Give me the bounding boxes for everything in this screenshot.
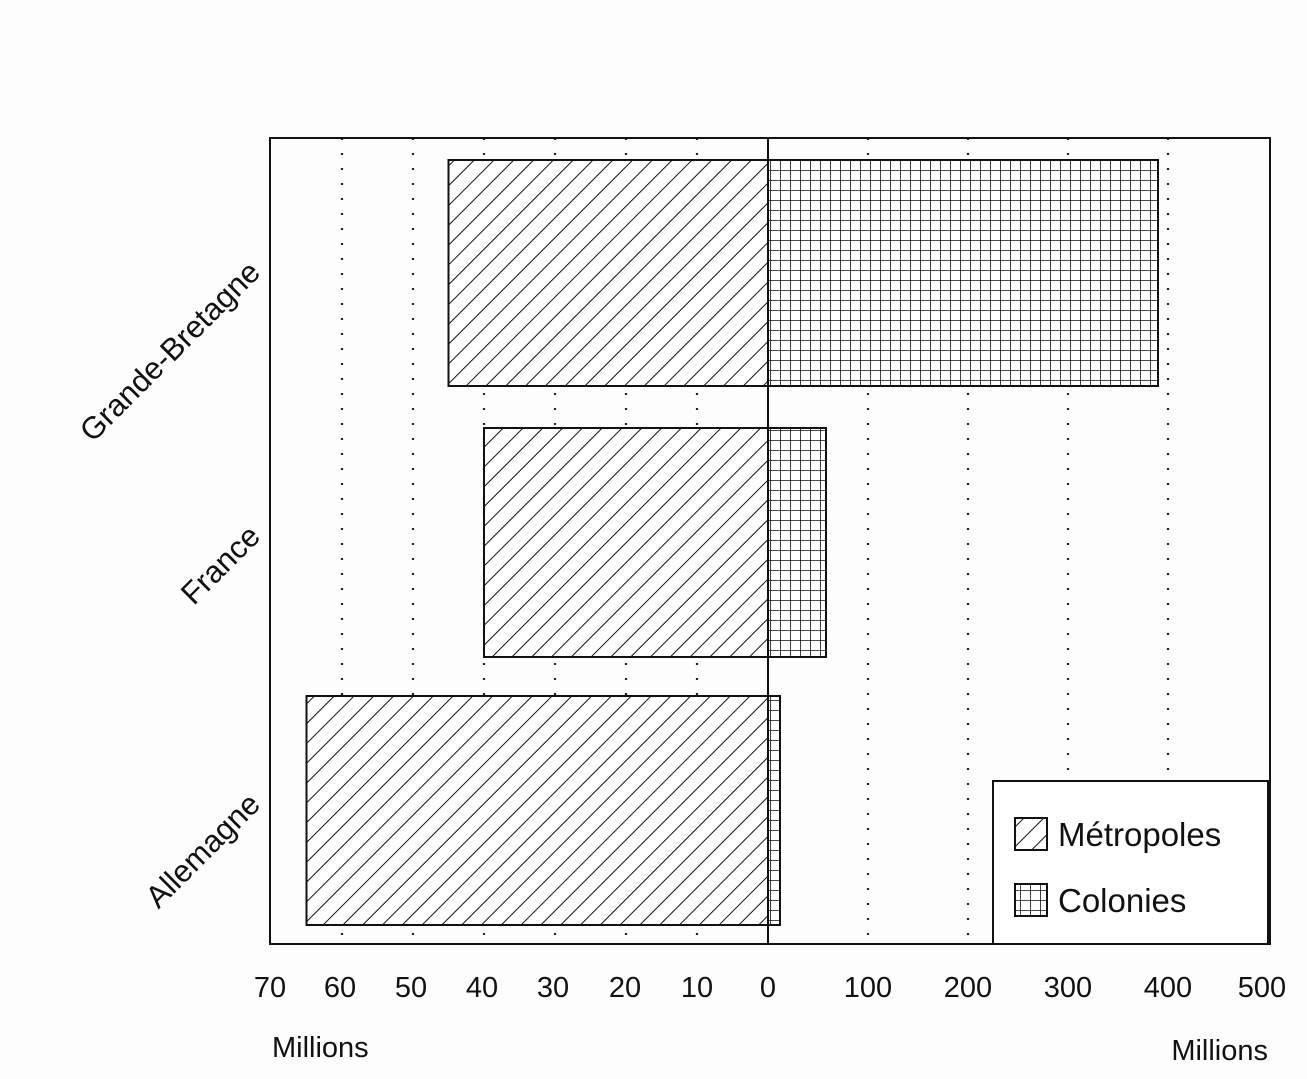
tick-label-left-50: 50: [395, 972, 427, 1004]
category-label-grande-bretagne: Grande-Bretagne: [73, 254, 267, 448]
category-label-allemagne: Allemagne: [139, 786, 267, 914]
legend-box: [992, 780, 1269, 945]
plot-frame: [269, 137, 1271, 945]
category-label-france: France: [174, 518, 267, 611]
tick-label-right-300: 300: [1044, 972, 1092, 1004]
tick-label-left-40: 40: [466, 972, 498, 1004]
ticks-layer: 70 60 50 40 30 20 10 0 100 200 300 400 500: [254, 972, 1286, 1004]
legend: Métropoles Colonies: [992, 780, 1269, 945]
legend-label-metropoles: Métropoles: [1058, 816, 1221, 853]
bar-metropoles-france: [483, 427, 769, 658]
tick-label-left-70: 70: [254, 972, 286, 1004]
tick-label-right-500: 500: [1238, 972, 1286, 1004]
tick-label-right-200: 200: [944, 972, 992, 1004]
left-unit-label: Millions: [272, 1032, 369, 1064]
bar-colonies-allemagne: [767, 695, 781, 926]
legend-swatch-colonies: [1014, 883, 1048, 917]
bar-colonies-grande-bretagne: [767, 159, 1159, 387]
legend-swatch-metropoles: [1014, 817, 1048, 851]
tick-label-right-100: 100: [844, 972, 892, 1004]
bar-metropoles-allemagne: [305, 695, 769, 926]
bar-metropoles-grande-bretagne: [447, 159, 769, 387]
legend-label-colonies: Colonies: [1058, 882, 1186, 919]
tick-label-left-60: 60: [324, 972, 356, 1004]
category-labels: Grande-Bretagne France Allemagne: [73, 254, 267, 914]
bar-colonies-france: [767, 427, 827, 658]
right-unit-label: Millions: [1171, 1035, 1268, 1067]
tick-label-left-30: 30: [537, 972, 569, 1004]
tick-label-left-20: 20: [609, 972, 641, 1004]
tick-label-left-10: 10: [681, 972, 713, 1004]
tick-label-right-400: 400: [1144, 972, 1192, 1004]
bars-layer: [305, 159, 1159, 926]
tick-label-right-0: 0: [760, 972, 776, 1004]
